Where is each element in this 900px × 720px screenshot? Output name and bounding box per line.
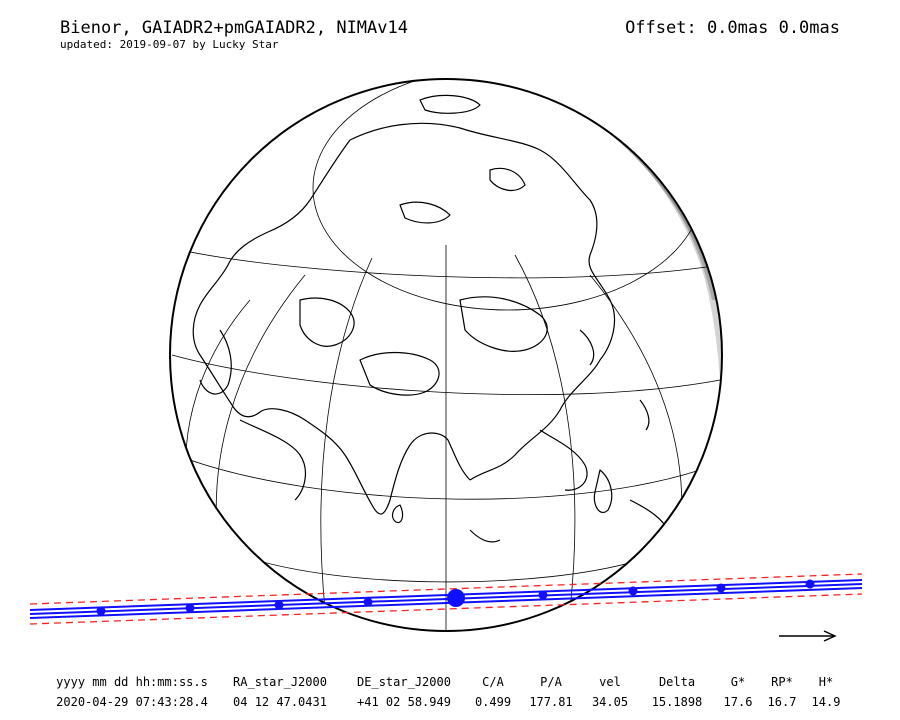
cell-pa: 177.81 bbox=[529, 695, 573, 709]
time-marker bbox=[363, 597, 373, 607]
cell-rp: 16.7 bbox=[767, 695, 797, 709]
globe-outline bbox=[169, 78, 723, 632]
offset-readout: Offset: 0.0mas 0.0mas bbox=[625, 18, 840, 38]
time-marker bbox=[716, 583, 726, 593]
shadow-path bbox=[29, 573, 863, 625]
coastlines bbox=[192, 94, 671, 543]
time-marker bbox=[538, 590, 548, 600]
time-marker bbox=[96, 606, 106, 616]
col-header-rp: RP* bbox=[771, 675, 793, 689]
time-markers bbox=[96, 579, 815, 616]
cell-delta: 15.1898 bbox=[651, 695, 703, 709]
uncertainty-upper bbox=[29, 573, 863, 605]
col-header-h: H* bbox=[818, 675, 834, 689]
cell-ra: 04 12 47.0431 bbox=[233, 695, 327, 709]
col-header-ra: RA_star_J2000 bbox=[233, 675, 327, 689]
col-header-g: G* bbox=[730, 675, 746, 689]
col-header-ca: C/A bbox=[482, 675, 504, 689]
time-marker bbox=[805, 579, 815, 589]
update-note: updated: 2019-09-07 by Lucky Star bbox=[60, 38, 279, 51]
cell-g: 17.6 bbox=[723, 695, 753, 709]
path-limit-south bbox=[29, 587, 863, 619]
cell-h: 14.9 bbox=[811, 695, 841, 709]
cell-datetime: 2020-04-29 07:43:28.4 bbox=[56, 695, 208, 709]
col-header-vel: vel bbox=[599, 675, 621, 689]
cell-dec: +41 02 58.949 bbox=[357, 695, 451, 709]
table-header-row: yyyy mm dd hh:mm:ss.s RA_star_J2000 DE_s… bbox=[46, 672, 848, 692]
col-header-delta: Delta bbox=[658, 675, 696, 689]
right-arrow-icon bbox=[779, 630, 837, 642]
col-header-pa: P/A bbox=[540, 675, 562, 689]
col-header-datetime: yyyy mm dd hh:mm:ss.s bbox=[56, 675, 208, 689]
cell-vel: 34.05 bbox=[591, 695, 629, 709]
time-marker bbox=[628, 586, 638, 596]
col-header-dec: DE_star_J2000 bbox=[357, 675, 451, 689]
table-row: 2020-04-29 07:43:28.4 04 12 47.0431 +41 … bbox=[46, 692, 848, 712]
closest-approach-marker bbox=[447, 589, 465, 607]
event-table: yyyy mm dd hh:mm:ss.s RA_star_J2000 DE_s… bbox=[46, 672, 848, 712]
time-marker bbox=[274, 600, 284, 610]
time-marker bbox=[185, 603, 195, 613]
uncertainty-lower bbox=[29, 593, 863, 625]
cell-ca: 0.499 bbox=[474, 695, 512, 709]
map-title: Bienor, GAIADR2+pmGAIADR2, NIMAv14 bbox=[60, 18, 408, 38]
